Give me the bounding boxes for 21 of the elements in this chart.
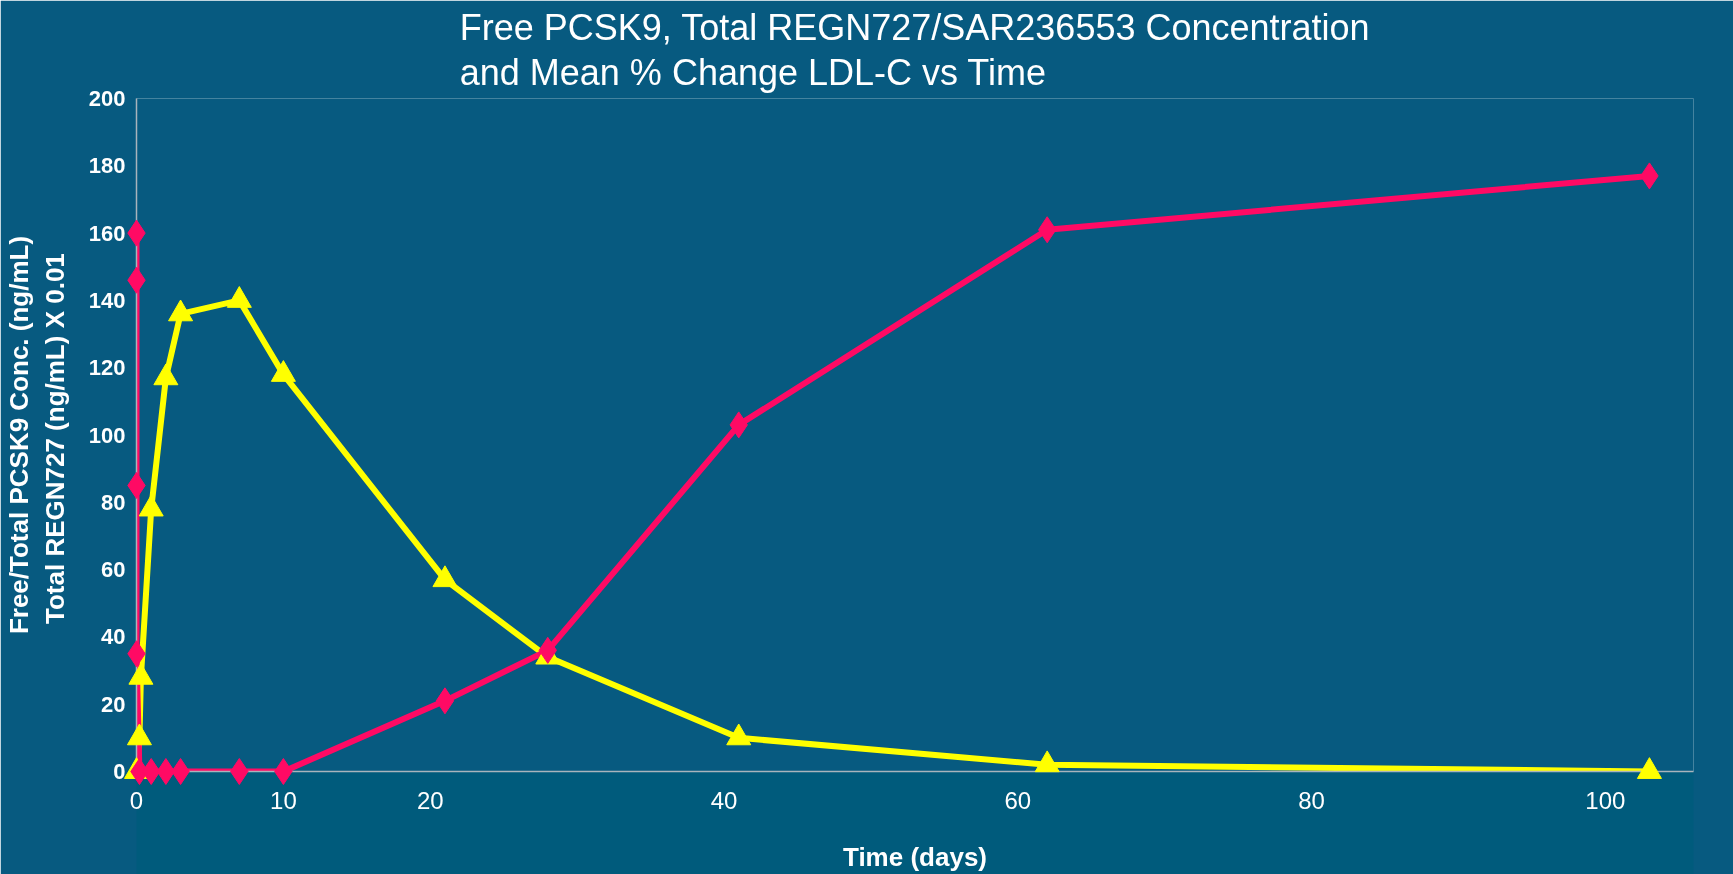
- x-tick-label: 10: [270, 786, 297, 814]
- y-tick-label: 40: [101, 624, 126, 650]
- chart-title: Free PCSK9, Total REGN727/SAR236553 Concentration and Mean % Change LDL-C vs Time: [459, 7, 1370, 94]
- y-tick-label: 180: [88, 153, 126, 179]
- x-tick-label: 0: [129, 786, 144, 814]
- y-axis-title: Free/Total PCSK9 Conc. (ng/mL) Total REGN727 (ng/mL) X 0.01: [3, 235, 70, 635]
- x-tick-label: 60: [1004, 786, 1032, 814]
- x-tick-label: 80: [1298, 786, 1325, 814]
- y-tick-label: 120: [88, 355, 126, 381]
- x-tick-label: 40: [710, 786, 738, 814]
- y-tick-label: 80: [101, 489, 126, 515]
- x-axis-title: Time (days): [842, 841, 988, 872]
- y-tick-label: 200: [88, 86, 126, 111]
- y-tick-label: 20: [101, 691, 126, 717]
- x-tick-label: 100: [1585, 786, 1626, 814]
- y-tick-label: 160: [88, 220, 126, 246]
- y-tick-label: 0: [113, 759, 126, 784]
- y-tick-label: 140: [88, 287, 126, 313]
- y-tick-label: 100: [88, 422, 126, 448]
- y-tick-label: 60: [101, 557, 126, 583]
- x-tick-label: 20: [416, 786, 444, 814]
